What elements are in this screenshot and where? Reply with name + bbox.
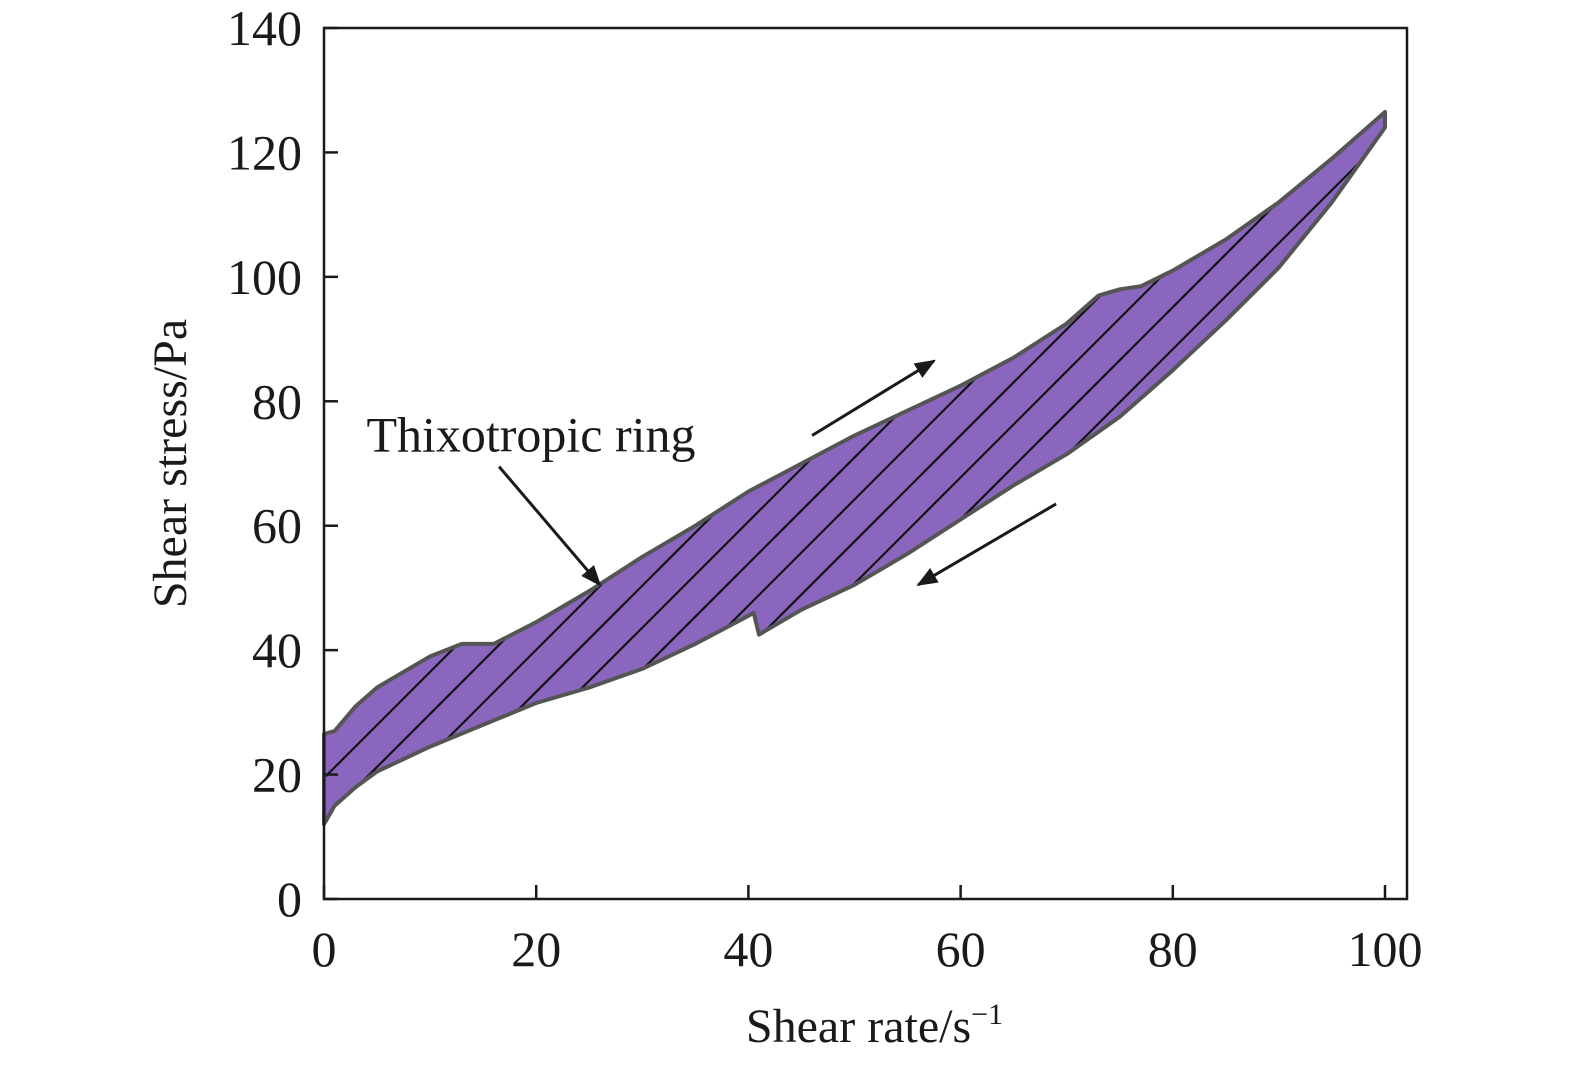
hatch-line xyxy=(324,112,431,825)
hatch-line xyxy=(1488,0,1575,1000)
y-axis-title: Shear stress/Pa xyxy=(144,319,197,608)
ascending-direction-arrow xyxy=(811,359,936,437)
hatch-line xyxy=(395,112,1385,825)
hatch-line xyxy=(1446,0,1575,1000)
hatch-line xyxy=(0,0,10,1000)
hatch-line xyxy=(479,112,1385,825)
descending-direction-arrow xyxy=(916,502,1057,587)
x-axis-ticks: 0 20 40 60 80 100 xyxy=(312,885,1423,977)
hatch-line xyxy=(437,112,1385,825)
x-tick-label: 0 xyxy=(312,921,337,977)
hatch-line xyxy=(324,112,809,825)
x-tick-label: 60 xyxy=(936,921,986,977)
y-tick-label: 60 xyxy=(252,498,302,554)
y-tick-label: 100 xyxy=(227,249,302,305)
hatch-line xyxy=(324,112,1229,825)
y-tick-label: 140 xyxy=(227,0,302,56)
hatch-line xyxy=(324,112,767,825)
hatch-line xyxy=(324,112,683,825)
x-axis-title: Shear rate/s−1 xyxy=(746,998,1003,1053)
ring-fill xyxy=(324,112,1385,825)
hatch-line xyxy=(0,0,136,1000)
x-tick-label: 40 xyxy=(723,921,773,977)
hatch-line xyxy=(324,112,1187,825)
hatch-line xyxy=(1361,112,1385,825)
ring-outline xyxy=(322,110,1387,827)
hatch-line xyxy=(1025,112,1385,825)
hatch-line xyxy=(324,112,725,825)
x-tick-label: 80 xyxy=(1148,921,1198,977)
hatch-line xyxy=(1193,112,1385,825)
hatch-line xyxy=(899,112,1385,825)
hatch-line xyxy=(0,0,262,1000)
hatch-line xyxy=(0,0,52,1000)
hatch-line xyxy=(1235,112,1385,825)
hatch-line xyxy=(941,112,1385,825)
hatch-line xyxy=(0,0,94,1000)
hatch-line xyxy=(1530,0,1575,1000)
hatch-line xyxy=(983,112,1385,825)
hatch-line xyxy=(1277,112,1385,825)
hatch-line xyxy=(521,112,1385,825)
hatch-line xyxy=(353,112,1355,825)
hatch-line xyxy=(324,112,1313,825)
hatch-line xyxy=(324,112,1271,825)
y-tick-label: 40 xyxy=(252,622,302,678)
plot-frame xyxy=(322,26,1409,901)
y-axis-ticks: 0 20 40 60 80 100 120 140 xyxy=(227,0,338,927)
hatch-line xyxy=(324,112,641,825)
hatch-line xyxy=(563,112,1385,825)
hatch-line xyxy=(1404,0,1575,1000)
x-tick-label: 100 xyxy=(1348,921,1423,977)
hatch-line xyxy=(1067,112,1385,825)
hatch-line xyxy=(324,112,851,825)
thixotropic-ring-label: Thixotropic ring xyxy=(366,407,695,463)
y-tick-label: 120 xyxy=(227,124,302,180)
x-tick-label: 20 xyxy=(511,921,561,977)
ring-pointer-arrow xyxy=(497,465,602,587)
y-tick-label: 80 xyxy=(252,373,302,429)
y-tick-label: 0 xyxy=(277,871,302,927)
y-tick-label: 20 xyxy=(252,747,302,803)
